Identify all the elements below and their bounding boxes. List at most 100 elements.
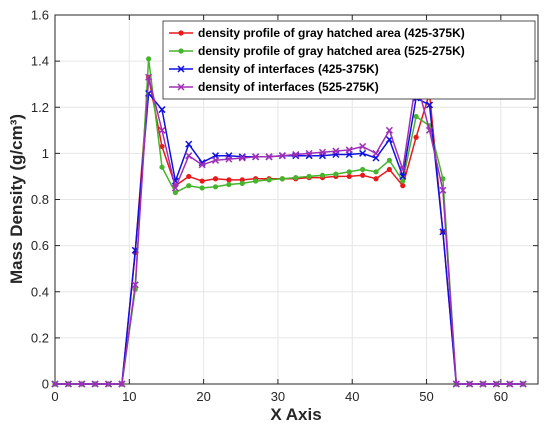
- data-point: [360, 166, 366, 173]
- data-point-stroke: [198, 159, 206, 167]
- data-point: [177, 83, 185, 91]
- data-point: [212, 176, 219, 182]
- data-point: [199, 185, 205, 191]
- data-point: [178, 30, 184, 36]
- data-point-stroke: [225, 155, 233, 163]
- legend-label: density profile of gray hatched area (52…: [198, 44, 465, 58]
- data-point: [439, 186, 447, 194]
- data-point: [159, 143, 165, 150]
- data-point: [185, 152, 193, 160]
- data-point-stroke: [211, 156, 220, 164]
- data-point: [372, 149, 380, 157]
- data-point: [292, 150, 300, 159]
- data-point: [64, 380, 72, 388]
- data-point-stroke: [452, 380, 460, 388]
- x-tick-label: 60: [494, 389, 508, 404]
- legend-label: density of interfaces (525-275K): [198, 80, 379, 94]
- series-4: [51, 73, 527, 388]
- data-point-stroke: [158, 126, 166, 134]
- data-point-stroke: [425, 101, 434, 109]
- data-point-stroke: [78, 380, 86, 388]
- data-point: [131, 281, 139, 289]
- y-tick-label: 0.8: [31, 192, 49, 207]
- data-point: [479, 380, 487, 388]
- data-point: [346, 173, 352, 180]
- data-point: [506, 380, 514, 388]
- data-point-stroke: [359, 149, 367, 157]
- data-point-stroke: [345, 146, 353, 154]
- data-point: [373, 169, 379, 175]
- legend-entry: density profile of gray hatched area (52…: [169, 44, 465, 58]
- data-point: [319, 172, 326, 178]
- data-point: [211, 156, 220, 164]
- legend-entry: density profile of gray hatched area (42…: [169, 26, 465, 40]
- data-point: [305, 149, 313, 157]
- data-point: [265, 153, 273, 161]
- data-point-stroke: [466, 380, 474, 388]
- data-point-stroke: [278, 152, 286, 160]
- data-point-stroke: [51, 380, 59, 388]
- data-point: [225, 155, 233, 163]
- data-point: [333, 171, 339, 177]
- data-point: [198, 161, 206, 169]
- data-point: [360, 172, 366, 178]
- y-tick-label: 0.2: [31, 330, 49, 345]
- x-tick-label: 10: [122, 389, 136, 404]
- data-point-stroke: [506, 380, 514, 388]
- data-point-stroke: [171, 177, 179, 185]
- data-point: [359, 142, 367, 150]
- x-tick-label: 50: [419, 389, 433, 404]
- data-point: [177, 65, 185, 73]
- data-point-stroke: [385, 126, 393, 134]
- data-point-stroke: [238, 154, 246, 162]
- data-point: [440, 176, 446, 182]
- data-point-stroke: [479, 380, 487, 388]
- data-point: [51, 380, 59, 388]
- y-tick-label: 0.6: [31, 238, 49, 253]
- data-point: [386, 157, 392, 163]
- data-point: [278, 152, 286, 160]
- data-point: [346, 169, 352, 175]
- y-tick-label: 1.6: [31, 8, 49, 23]
- data-point-stroke: [145, 89, 153, 97]
- data-point: [212, 184, 219, 190]
- data-point-stroke: [171, 184, 179, 192]
- series-line: [55, 76, 524, 385]
- data-point-stroke: [185, 140, 193, 148]
- legend-entry: density of interfaces (425-375K): [169, 62, 379, 76]
- data-point-stroke: [359, 142, 367, 150]
- x-tick-label: 20: [196, 389, 210, 404]
- data-point: [78, 380, 86, 388]
- data-point-stroke: [372, 149, 380, 157]
- data-point-stroke: [425, 126, 434, 134]
- data-point-stroke: [318, 148, 327, 156]
- data-point-stroke: [292, 150, 300, 159]
- x-tick-label: 30: [271, 389, 285, 404]
- y-tick-label: 0.4: [31, 284, 49, 299]
- data-point: [413, 113, 419, 120]
- legend-box: [162, 20, 536, 100]
- data-point: [172, 189, 178, 196]
- data-point-stroke: [519, 380, 527, 388]
- data-point: [186, 173, 192, 180]
- data-point-stroke: [185, 152, 193, 160]
- data-point-stroke: [177, 83, 185, 91]
- data-point-stroke: [265, 153, 273, 161]
- data-point: [413, 134, 419, 140]
- data-point: [266, 177, 272, 183]
- y-tick-label: 1.4: [31, 54, 49, 69]
- data-point: [158, 106, 166, 114]
- data-point: [293, 174, 299, 181]
- data-point: [104, 380, 113, 388]
- x-tick-label: 0: [51, 389, 58, 404]
- data-point: [400, 178, 406, 184]
- data-point: [226, 181, 232, 188]
- data-point: [399, 172, 407, 180]
- data-point: [253, 178, 259, 184]
- legend: density profile of gray hatched area (42…: [162, 20, 536, 100]
- data-point-stroke: [399, 165, 407, 174]
- y-axis-title: Mass Density (g/cm³): [7, 114, 26, 284]
- data-point: [238, 154, 246, 162]
- data-point: [345, 146, 353, 154]
- data-point: [492, 380, 500, 388]
